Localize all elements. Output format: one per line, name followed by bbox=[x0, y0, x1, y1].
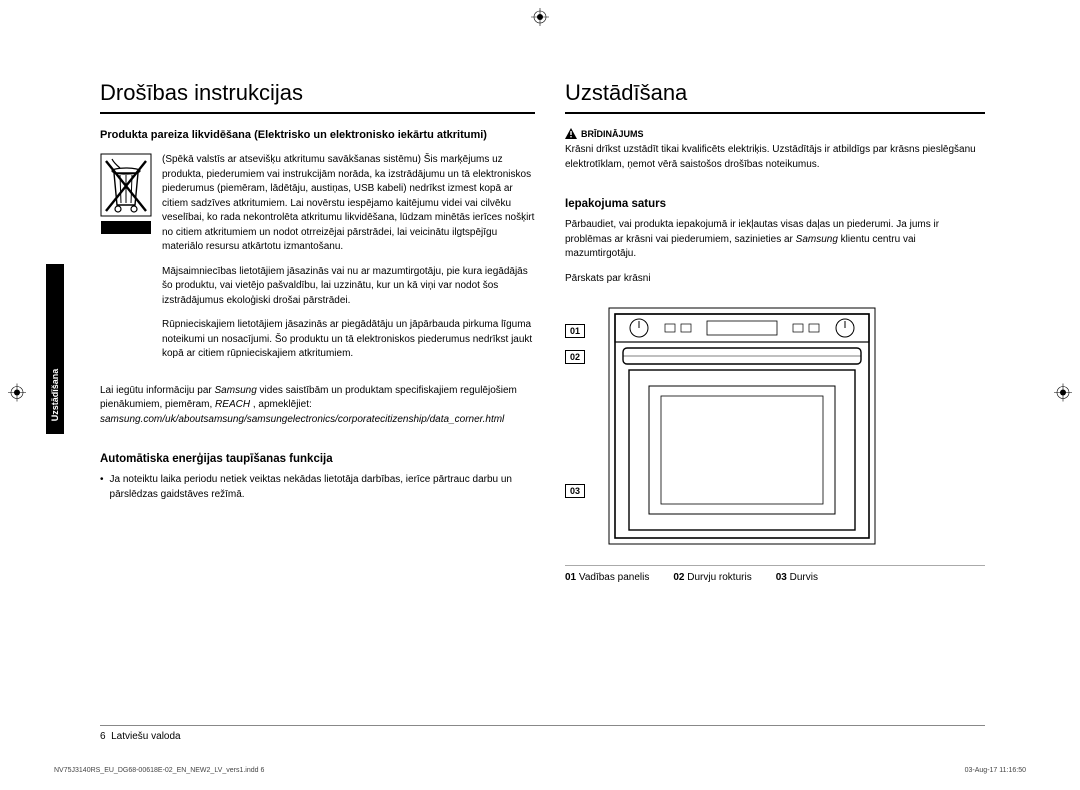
warning-row: BRĪDINĀJUMS bbox=[565, 128, 985, 139]
env-reach: REACH bbox=[215, 399, 250, 410]
footer: 6 Latviešu valoda bbox=[100, 725, 985, 742]
crop-mark-right bbox=[1054, 384, 1072, 407]
warning-icon bbox=[565, 128, 577, 139]
disposal-text: (Spēkā valstīs ar atsevišķu atkritumu sa… bbox=[162, 153, 535, 372]
callout-labels: 01 02 03 bbox=[565, 302, 593, 555]
meta-file: NV75J3140RS_EU_DG68-00618E-02_EN_NEW2_LV… bbox=[54, 767, 264, 774]
disposal-block: (Spēkā valstīs ar atsevišķu atkritumu sa… bbox=[100, 153, 535, 372]
warn-text: Krāsni drīkst uzstādīt tikai kvalificēts… bbox=[565, 143, 985, 172]
rule bbox=[565, 112, 985, 114]
pack-samsung: Samsung bbox=[796, 234, 838, 245]
pack-heading: Iepakojuma saturs bbox=[565, 198, 985, 210]
bullet-dot: • bbox=[100, 473, 104, 502]
env-t1: Lai iegūtu informāciju par bbox=[100, 385, 215, 396]
weee-icon bbox=[100, 153, 152, 372]
callout-01: 01 bbox=[565, 324, 585, 338]
page-content: Drošības instrukcijas Produkta pareiza l… bbox=[100, 80, 985, 720]
print-metadata: NV75J3140RS_EU_DG68-00618E-02_EN_NEW2_LV… bbox=[54, 767, 1026, 774]
auto-heading: Automātiska enerģijas taupīšanas funkcij… bbox=[100, 453, 535, 465]
disposal-p3: Rūpnieciskajiem lietotājiem jāsazinās ar… bbox=[162, 318, 535, 362]
env-t3: , apmeklējiet: bbox=[250, 399, 312, 410]
auto-bullet: • Ja noteiktu laika periodu netiek veikt… bbox=[100, 473, 535, 502]
callout-03: 03 bbox=[565, 484, 585, 498]
legend-03: 03 Durvis bbox=[776, 572, 818, 583]
oven-illustration bbox=[603, 302, 881, 555]
disposal-p2: Mājsaimniecības lietotājiem jāsazinās va… bbox=[162, 265, 535, 309]
meta-date: 03-Aug-17 11:16:50 bbox=[965, 767, 1026, 774]
oven-section: 01 02 03 bbox=[565, 296, 985, 583]
legend-01: 01 Vadības panelis bbox=[565, 572, 649, 583]
right-column: Uzstādīšana BRĪDINĀJUMS Krāsni drīkst uz… bbox=[565, 80, 985, 720]
disposal-p1: (Spēkā valstīs ar atsevišķu atkritumu sa… bbox=[162, 153, 535, 255]
auto-bullet-text: Ja noteiktu laika periodu netiek veiktas… bbox=[110, 473, 535, 502]
side-tab-label: Uzstādīšana bbox=[50, 369, 60, 422]
crop-mark-left bbox=[8, 384, 26, 407]
pack-paragraph: Pārbaudiet, vai produkta iepakojumā ir i… bbox=[565, 218, 985, 262]
env-paragraph: Lai iegūtu informāciju par Samsung vides… bbox=[100, 384, 535, 428]
crop-mark-top bbox=[531, 8, 549, 31]
left-column: Drošības instrukcijas Produkta pareiza l… bbox=[100, 80, 535, 720]
rule bbox=[100, 112, 535, 114]
callout-02: 02 bbox=[565, 350, 585, 364]
left-title: Drošības instrukcijas bbox=[100, 80, 535, 106]
legend-02: 02 Durvju rokturis bbox=[673, 572, 751, 583]
page-number: 6 bbox=[100, 731, 106, 742]
footer-lang: Latviešu valoda bbox=[111, 731, 181, 742]
right-title: Uzstādīšana bbox=[565, 80, 985, 106]
env-samsung: Samsung bbox=[215, 385, 257, 396]
overview-label: Pārskats par krāsni bbox=[565, 272, 985, 287]
env-url: samsung.com/uk/aboutsamsung/samsungelect… bbox=[100, 414, 504, 425]
legend: 01 Vadības panelis 02 Durvju rokturis 03… bbox=[565, 565, 985, 583]
warning-label: BRĪDINĀJUMS bbox=[581, 129, 644, 139]
disposal-heading: Produkta pareiza likvidēšana (Elektrisko… bbox=[100, 128, 535, 143]
